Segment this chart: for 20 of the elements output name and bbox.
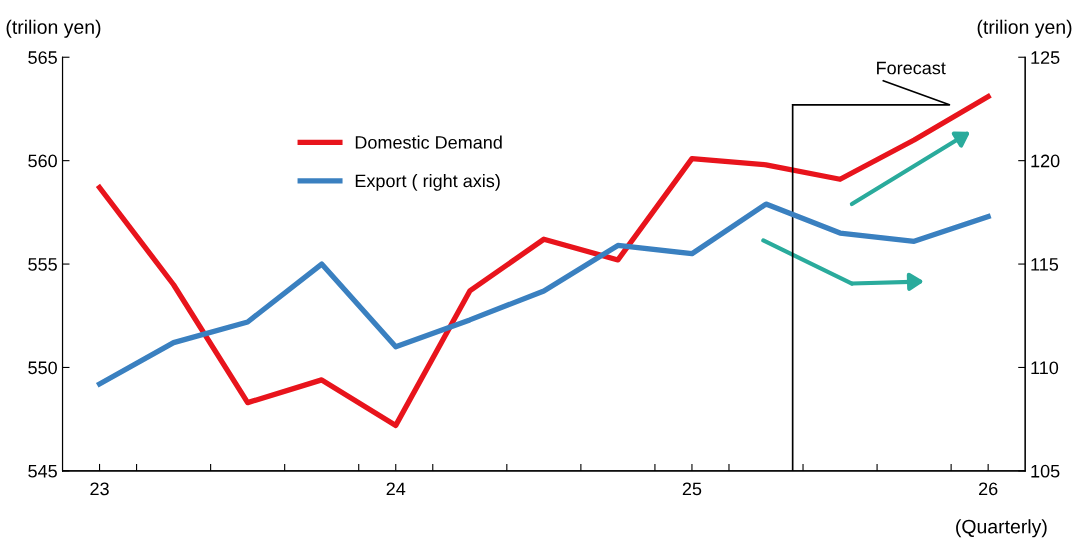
y-axis-title: (trilion yen) xyxy=(6,19,101,38)
y2-tick-label: 110 xyxy=(1031,361,1059,375)
y2-axis-title: (trilion yen) xyxy=(977,19,1072,38)
x-tick-label: 23 xyxy=(90,482,109,496)
y-tick-label: 565 xyxy=(28,51,57,64)
y-tick-label: 550 xyxy=(28,361,57,375)
x-tick-label: 26 xyxy=(979,482,998,496)
y-tick-label: 560 xyxy=(28,154,57,168)
y2-tick-label: 125 xyxy=(1031,51,1060,64)
x-tick-label: 25 xyxy=(682,482,702,496)
y2-tick-label: 120 xyxy=(1031,154,1060,168)
ref-line-label: Forecast xyxy=(877,61,946,75)
text: (Quarterly) xyxy=(956,519,1047,538)
legend-label: Export ( right axis) xyxy=(355,174,500,191)
y-tick-label: 545 xyxy=(28,465,57,478)
y-tick-label: 555 xyxy=(28,258,57,271)
legend-label: Domestic Demand xyxy=(355,135,502,149)
y2-tick-label: 115 xyxy=(1031,258,1059,271)
y2-tick-label: 105 xyxy=(1031,464,1060,478)
x-tick-label: 24 xyxy=(386,482,406,496)
